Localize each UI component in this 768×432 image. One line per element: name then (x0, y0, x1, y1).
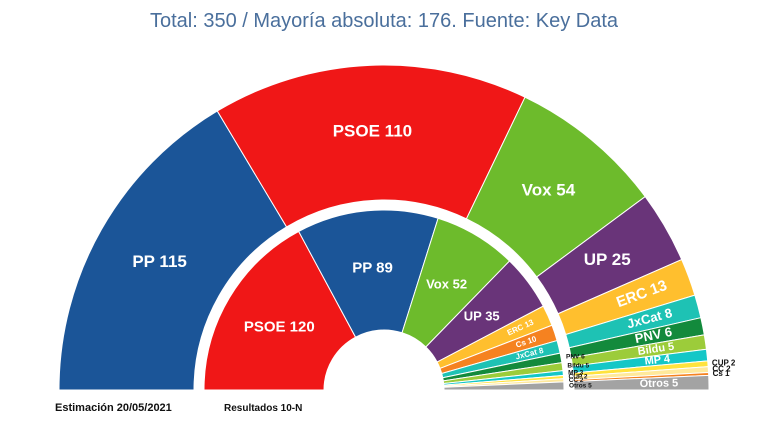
inner-slice-psoe (203, 230, 357, 391)
outer-slice-otros (573, 374, 710, 391)
inner-label-vox: Vox 52 (426, 277, 467, 292)
inner-label-mp: MP 3 (568, 369, 583, 376)
outer-label-otros: Otros 5 (640, 377, 679, 390)
inner-label-cc: CC 2 (569, 377, 584, 384)
inner-slice-otros (443, 381, 565, 391)
chart-title: Total: 350 / Mayoría absoluta: 176. Fuen… (149, 10, 619, 32)
inner-label-cup: CUP 2 (569, 373, 588, 380)
inner-label-bildu: Bildu 5 (567, 363, 589, 370)
outer-label-pp: PP 115 (132, 252, 187, 271)
inner-label-pnv: PNV 6 (566, 354, 585, 361)
outer-label-pnv: PNV 6 (634, 324, 674, 346)
inner-ring-resultados (203, 209, 565, 391)
inner-label-otros: Otros 5 (569, 383, 592, 390)
inner-label-pp: PP 89 (352, 260, 393, 277)
inner-slice-pp (298, 209, 439, 338)
outer-label-vox: Vox 54 (522, 181, 576, 200)
outer-label-cup: CUP 2 (712, 359, 736, 368)
outer-label-bildu: Bildu 5 (637, 341, 675, 358)
inner-label-up: UP 35 (464, 308, 500, 323)
outer-ring-estimacion (58, 64, 710, 391)
outer-slice-pp (58, 110, 288, 391)
inner-caption: Resultados 10-N (224, 403, 303, 414)
outer-label-cs: Cs 1 (713, 369, 730, 378)
outer-slice-psoe (216, 64, 526, 228)
outer-label-psoe: PSOE 110 (333, 122, 412, 141)
inner-label-psoe: PSOE 120 (244, 318, 315, 335)
outer-caption: Estimación 20/05/2021 (55, 402, 172, 414)
outer-label-up: UP 25 (584, 250, 631, 269)
outer-label-mp: MP 4 (644, 353, 671, 368)
outer-label-cc: CC 2 (712, 364, 731, 373)
